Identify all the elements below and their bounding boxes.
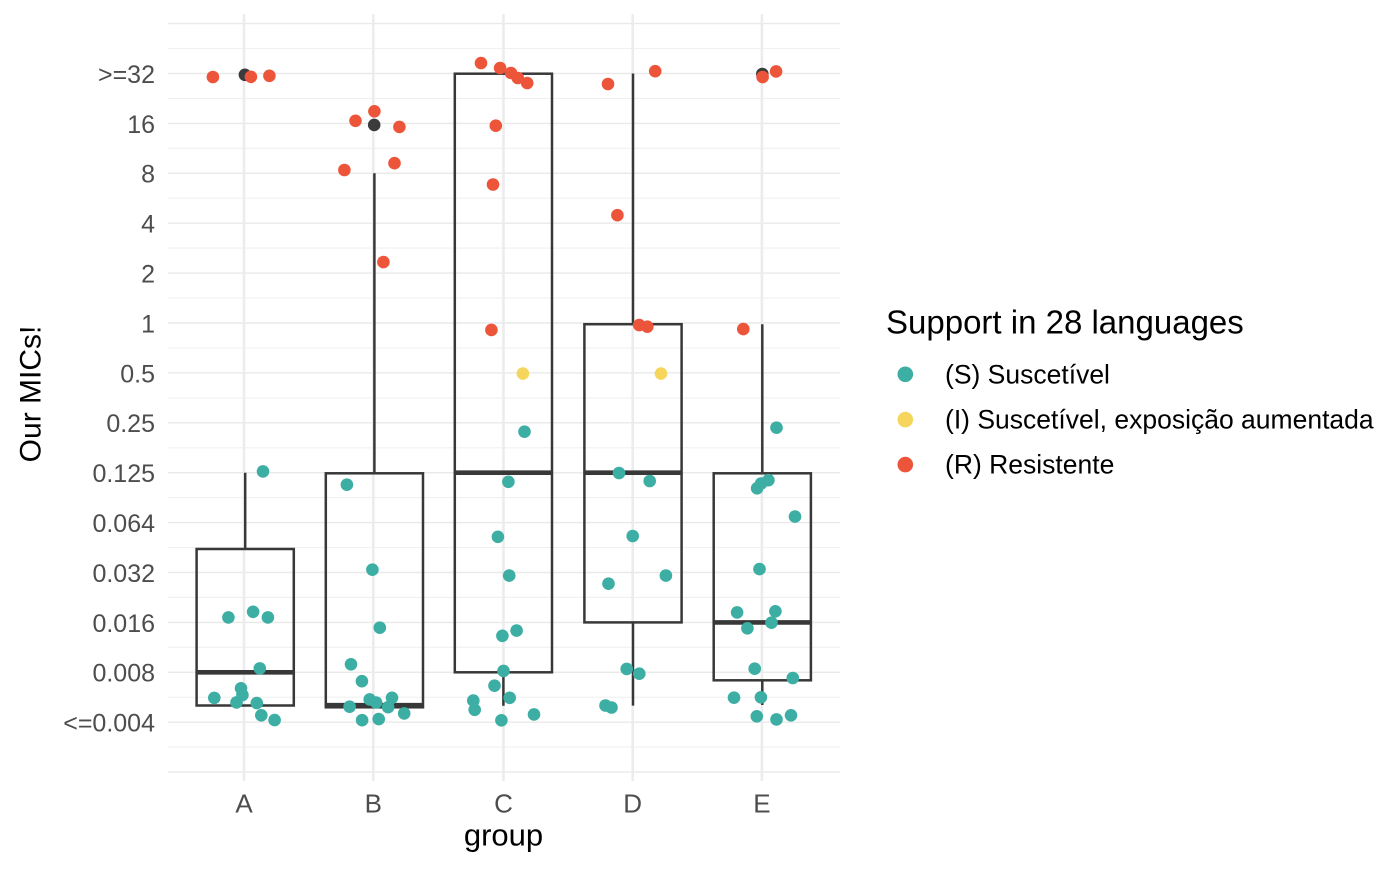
svg-text:group: group [464,818,543,853]
svg-text:0.5: 0.5 [120,360,155,388]
svg-text:>=32: >=32 [98,61,155,89]
svg-text:(S) Suscetível: (S) Suscetível [945,359,1110,389]
svg-text:(I) Suscetível, exposição aume: (I) Suscetível, exposição aumentada [945,405,1374,435]
svg-text:0.25: 0.25 [106,410,155,438]
svg-text:0.064: 0.064 [92,510,155,538]
svg-text:(R) Resistente: (R) Resistente [945,450,1114,480]
svg-text:0.125: 0.125 [92,460,155,488]
svg-text:2: 2 [141,261,155,289]
svg-text:B: B [365,789,382,819]
svg-text:D: D [623,789,642,819]
svg-text:1: 1 [141,310,155,338]
svg-text:A: A [235,789,253,819]
svg-text:4: 4 [141,211,155,239]
svg-text:0.032: 0.032 [92,560,155,588]
svg-text:<=0.004: <=0.004 [63,710,155,738]
svg-text:Support in 28 languages: Support in 28 languages [886,303,1244,340]
svg-text:0.016: 0.016 [92,610,155,638]
svg-text:16: 16 [127,111,155,139]
svg-text:Our MICs!: Our MICs! [15,326,48,463]
svg-text:0.008: 0.008 [92,660,155,688]
svg-text:C: C [494,789,513,819]
svg-text:E: E [753,789,770,819]
svg-text:8: 8 [141,161,155,189]
